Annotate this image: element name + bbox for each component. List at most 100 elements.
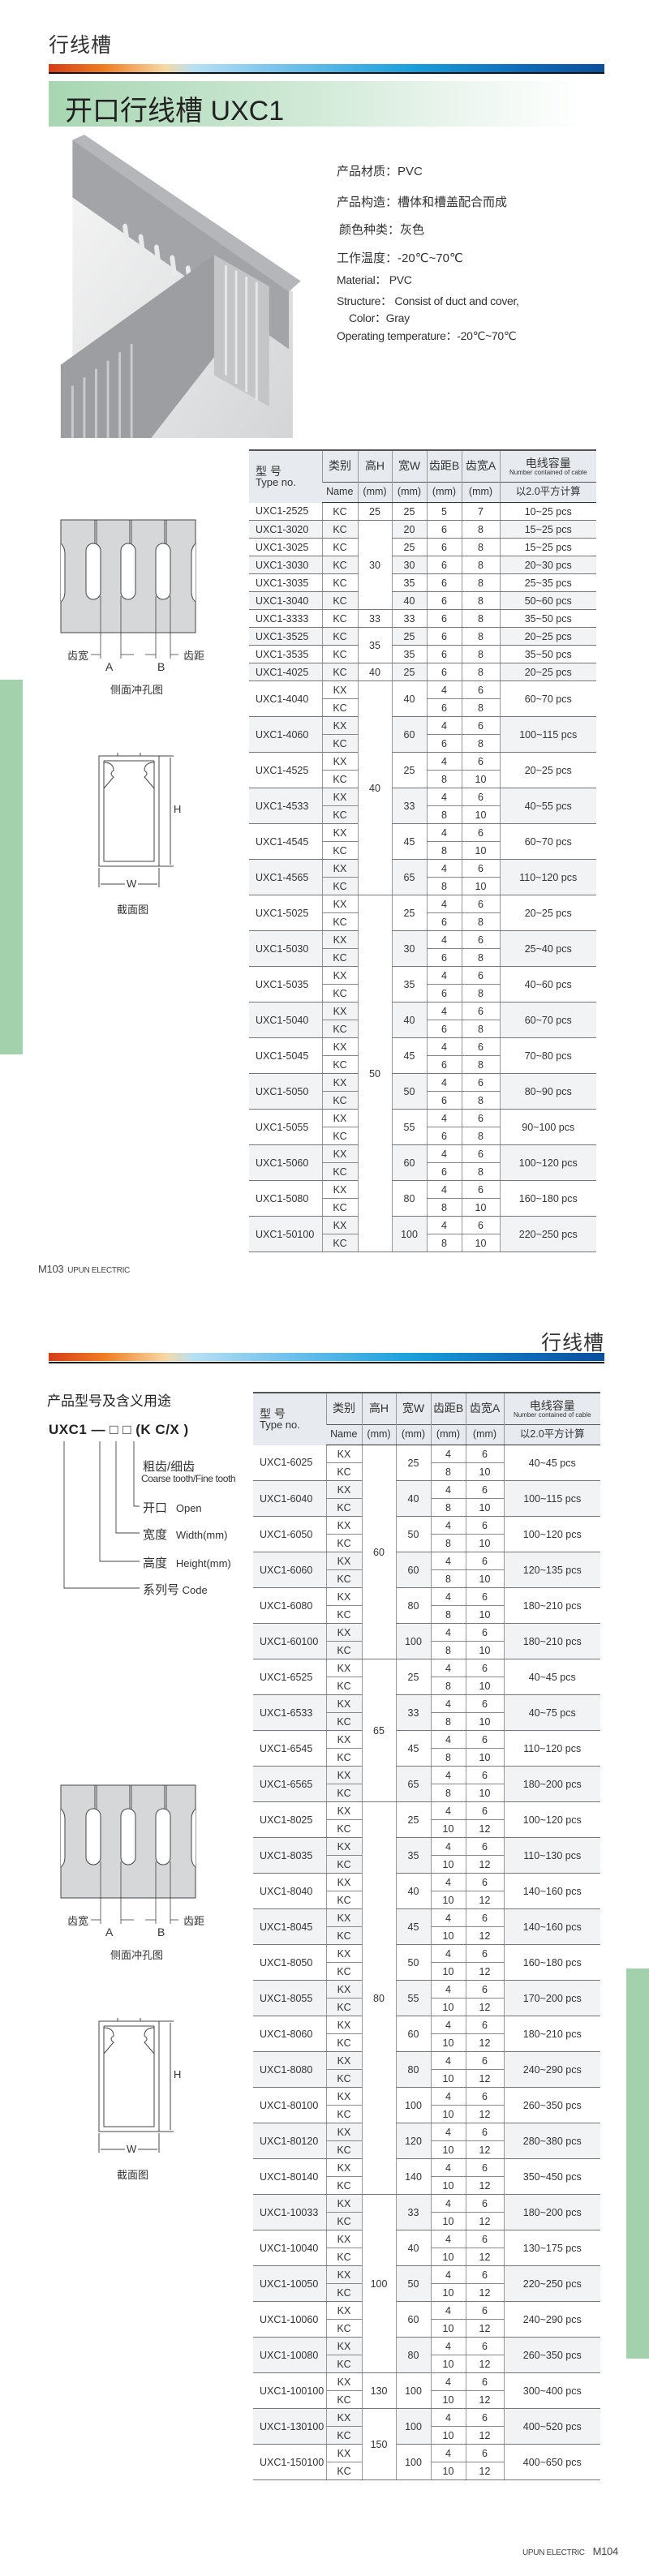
table-row: KC 10 12 <box>253 1998 600 2016</box>
tooth-cell: 6 <box>461 716 500 735</box>
pitch-cell: 4 <box>430 1552 466 1570</box>
table-row: UXC1-3525 KC 35 25 6 8 20~25 pcs <box>249 627 596 663</box>
width-cell: 120 <box>395 2123 431 2159</box>
width-cell: 100 <box>395 1623 431 1659</box>
width-cell: 35 <box>391 966 427 1002</box>
pitch-cell: 8 <box>430 1569 466 1588</box>
table-row: UXC1-8060 KX 60 4 6 180~210 pcs <box>253 2016 600 2052</box>
model-cell: UXC1-3333 <box>249 609 322 628</box>
capacity-cell: 40~75 pcs <box>503 1694 600 1731</box>
header-capacity-cn: 电线容量 <box>529 1398 575 1412</box>
model-cell: UXC1-4565 <box>249 859 322 895</box>
table-row: UXC1-5045 KX 45 4 6 70~80 pcs <box>249 1037 596 1074</box>
pitch-cell: 4 <box>430 2337 466 2355</box>
tooth-cell: 6 <box>465 1587 504 1606</box>
spec-value: 灰色 <box>400 223 425 237</box>
table-row: KC 8 10 <box>249 877 596 895</box>
name-cell: KC <box>321 645 358 663</box>
model-cell: UXC1-8045 <box>253 1908 326 1945</box>
width-cell: 100 <box>395 2408 431 2445</box>
table-row: KC 6 8 <box>249 1162 596 1181</box>
name-cell: KC <box>325 1569 362 1588</box>
name-cell: KC <box>325 1498 362 1517</box>
header-tooth: 齿宽A <box>465 1392 504 1425</box>
table-row: UXC1-150100 KX 100 4 6 400~650 pcs <box>253 2444 600 2480</box>
tooth-cell: 6 <box>461 823 500 842</box>
tooth-cell: 12 <box>465 2283 504 2302</box>
capacity-cell: 15~25 pcs <box>499 520 596 539</box>
capacity-cell: 140~160 pcs <box>503 1873 600 1909</box>
pitch-cell: 4 <box>430 1480 466 1499</box>
table-row: KC 8 10 <box>253 1677 600 1695</box>
table-row: UXC1-6060 KX 60 4 6 120~135 pcs <box>253 1552 600 1588</box>
pitch-cell: 4 <box>426 752 462 771</box>
spec-label: 颜色种类： <box>339 223 401 237</box>
tooth-cell: 10 <box>461 841 500 860</box>
tooth-cell: 6 <box>465 1623 504 1642</box>
capacity-cell: 260~350 pcs <box>503 2337 600 2373</box>
width-cell: 30 <box>391 556 427 574</box>
name-cell: KC <box>325 2462 362 2480</box>
tooth-cell: 6 <box>465 1980 504 1999</box>
pitch-cell: 8 <box>430 1677 466 1695</box>
table-row: UXC1-8050 KX 50 4 6 160~180 pcs <box>253 1944 600 1981</box>
code-part-cn: 高度 <box>143 1556 168 1570</box>
name-cell: KX <box>325 1908 362 1927</box>
tooth-cell: 6 <box>461 680 500 699</box>
capacity-cell: 400~520 pcs <box>503 2408 600 2445</box>
header-name: Name <box>322 482 358 503</box>
punch-drawing <box>60 1784 196 1924</box>
tooth-cell: 12 <box>465 1926 504 1945</box>
tooth-cell: 12 <box>465 1819 504 1838</box>
tooth-cell: 10 <box>461 805 500 824</box>
header-height: 高H <box>357 449 392 483</box>
table-row: KC 10 12 <box>253 1855 600 1874</box>
name-cell: KX <box>325 1873 362 1891</box>
name-cell: KC <box>321 805 358 824</box>
height-cell: 40 <box>357 680 392 895</box>
width-cell: 35 <box>391 573 427 592</box>
code-part-width: 宽度 Width(mm) <box>143 1526 227 1543</box>
tooth-cell: 6 <box>461 930 500 949</box>
table-row: KC 6 8 <box>249 734 596 753</box>
punch-drawing <box>60 519 196 659</box>
label-w: W <box>125 2143 139 2155</box>
width-cell: 60 <box>391 716 427 753</box>
pitch-cell: 4 <box>430 1980 466 1999</box>
header-type-cn: 型 号 <box>256 464 282 478</box>
tooth-cell: 10 <box>465 1534 504 1552</box>
pitch-cell: 10 <box>430 1855 466 1874</box>
pitch-cell: 4 <box>426 1144 462 1163</box>
capacity-cell: 40~55 pcs <box>499 788 596 824</box>
name-cell: KX <box>325 2087 362 2106</box>
tooth-cell: 6 <box>465 1944 504 1963</box>
name-cell: KC <box>321 770 358 788</box>
label-a: A <box>105 660 114 673</box>
capacity-cell: 170~200 pcs <box>503 1980 600 2016</box>
capacity-cell: 110~120 pcs <box>503 1730 600 1767</box>
pitch-cell: 4 <box>430 2444 466 2462</box>
table-row: UXC1-5080 KX 80 4 6 160~180 pcs <box>249 1180 596 1217</box>
name-cell: KX <box>325 1766 362 1784</box>
width-cell: 20 <box>391 520 427 539</box>
pitch-cell: 8 <box>426 1234 462 1252</box>
tooth-width-label: 齿宽 <box>67 650 89 662</box>
spec-structure-en: Structure： Consist of duct and cover, <box>337 293 519 309</box>
table-row: KC 8 10 <box>249 1198 596 1217</box>
tooth-cell: 6 <box>465 1873 504 1891</box>
name-cell: KX <box>321 895 358 913</box>
pitch-cell: 10 <box>430 1962 466 1981</box>
width-cell: 40 <box>395 1873 431 1909</box>
table-row: UXC1-3030 KC 30 6 8 20~30 pcs <box>249 556 596 574</box>
name-cell: KC <box>325 1998 362 2016</box>
table-row: UXC1-6025 KX 60 25 4 6 40~45 pcs <box>253 1445 600 1659</box>
name-cell: KX <box>325 1587 362 1606</box>
spec-label: 产品构造： <box>337 195 398 209</box>
table-row: KC 6 8 <box>249 698 596 717</box>
header-unit: (mm) <box>465 1424 504 1445</box>
tooth-cell: 8 <box>461 1127 500 1145</box>
height-cell: 40 <box>357 663 392 681</box>
height-cell: 35 <box>357 627 392 663</box>
table-row: UXC1-4533 KX 33 4 6 40~55 pcs <box>249 788 596 824</box>
width-cell: 25 <box>395 1801 431 1838</box>
